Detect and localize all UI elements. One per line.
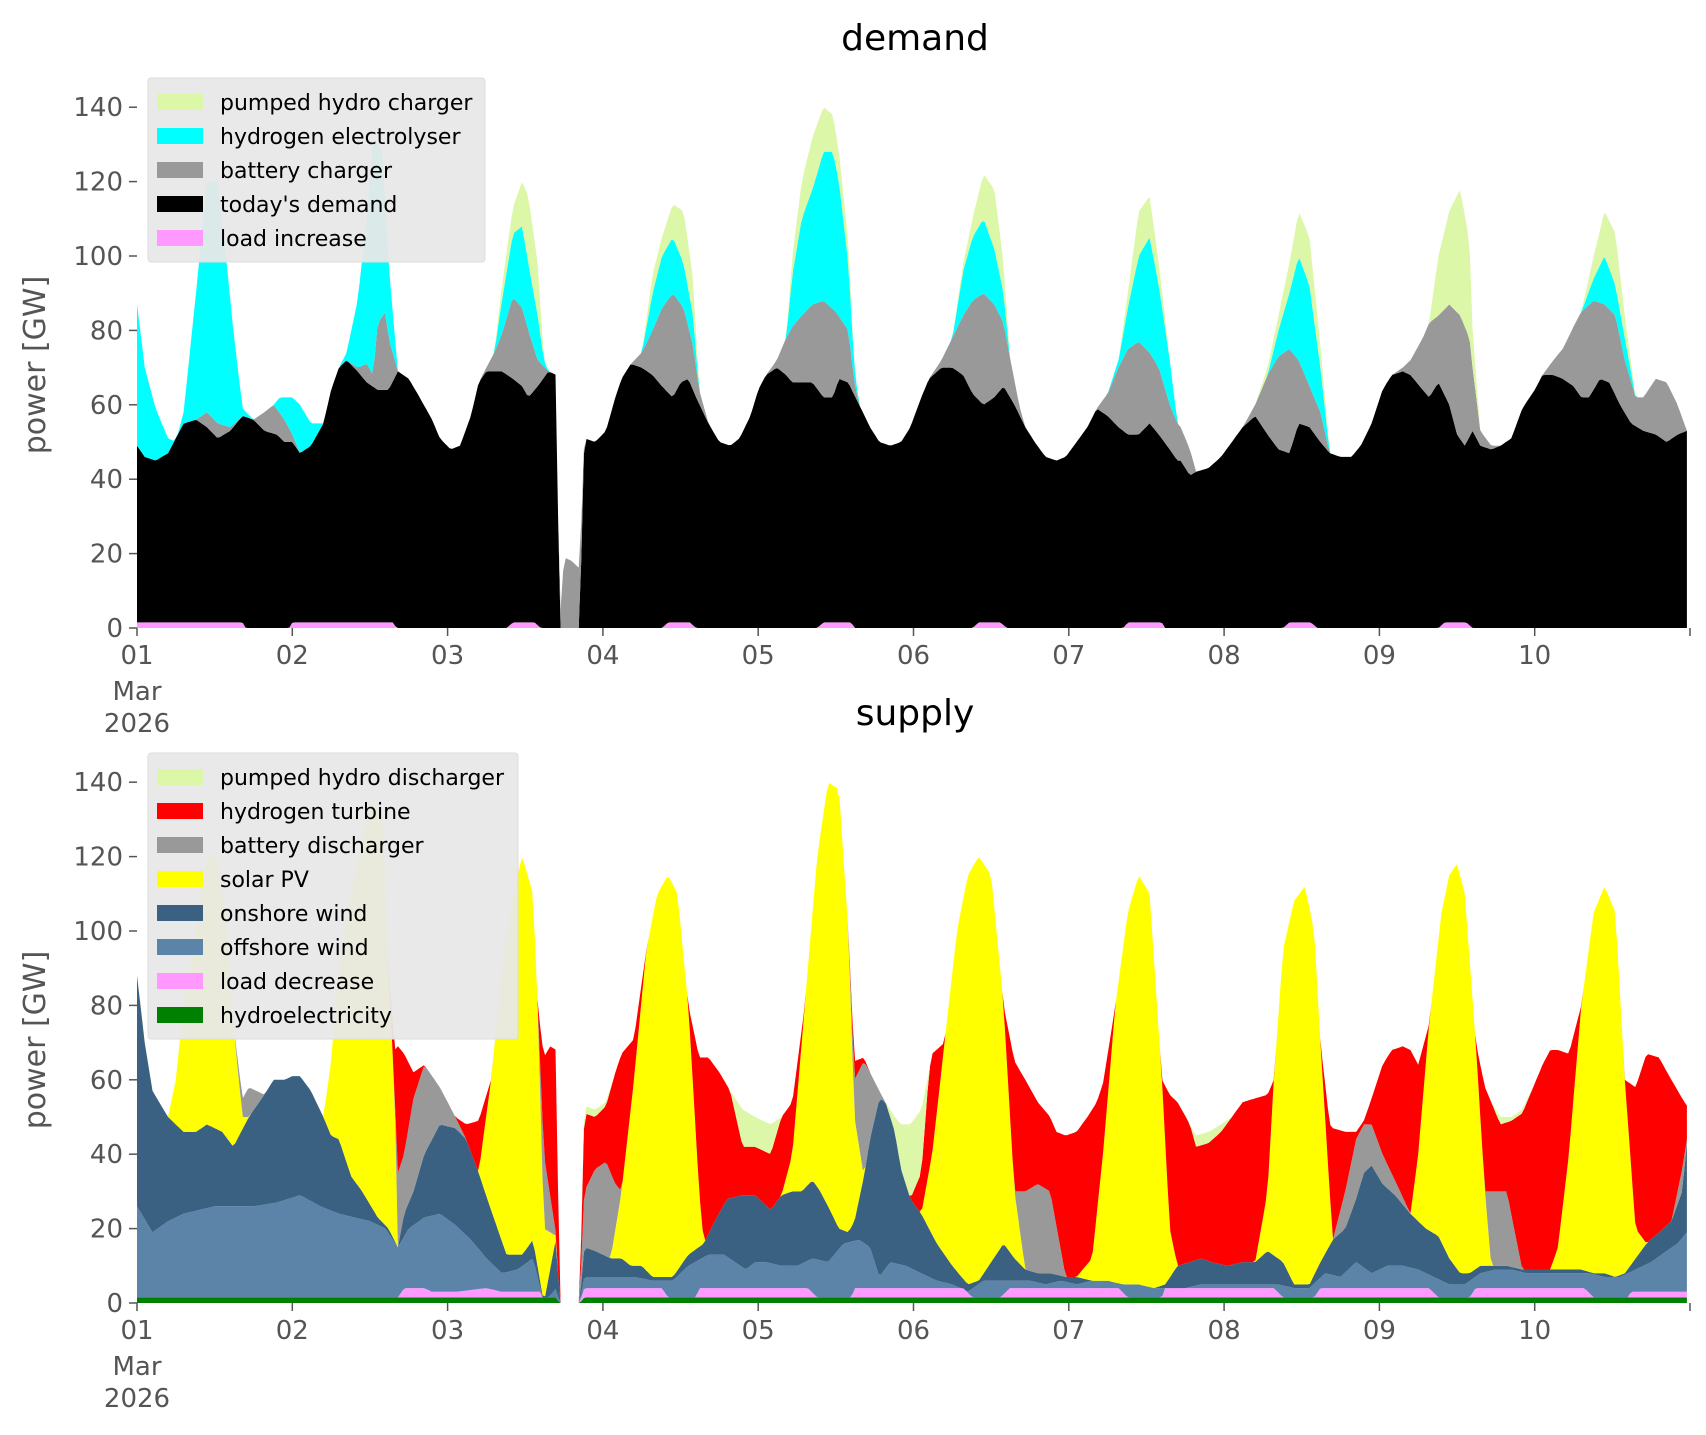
demand-legend-label-load-increase: load increase [220,227,367,252]
supply-x-tick-label: 10 [1518,1316,1551,1346]
demand-x-tick-label: 03 [431,641,464,671]
demand-legend-swatch-hydrogen-electrolyser [157,128,203,144]
demand-y-tick-label: 0 [106,614,123,644]
supply-x-tick-label: 08 [1208,1316,1241,1346]
demand-y-tick-label: 60 [90,391,123,421]
supply-legend-label-hydroelectricity: hydroelectricity [220,1004,392,1029]
supply-x-tick-label: 02 [276,1316,309,1346]
supply-legend-swatch-hydrogen-turbine [157,803,203,819]
supply-legend-swatch-onshore-wind [157,905,203,921]
demand-chart: demand power [GW] 0 20 40 60 80 100 120 140 01 02… [18,18,1691,739]
demand-area-pumped-hydro-charger [137,107,1687,610]
demand-chart-title: demand [841,18,989,59]
demand-y-tick-label: 20 [90,540,123,570]
demand-x-tick-label: 09 [1363,641,1396,671]
supply-y-tick-label: 0 [106,1289,123,1319]
supply-y-tick-label: 20 [90,1215,123,1245]
demand-area-load-increase [137,622,1687,628]
supply-legend-label-pumped-hydro-discharger: pumped hydro discharger [220,766,505,791]
supply-chart-title: supply [856,693,975,734]
demand-legend-label-battery-charger: battery charger [220,159,393,184]
supply-legend-label-solar-pv: solar PV [220,868,309,893]
supply-chart: supply power [GW] 0 20 40 60 80 100 120 140 01 02… [18,693,1691,1414]
supply-x-tick-label: 01 [120,1316,153,1346]
supply-y-tick-label: 40 [90,1140,123,1170]
demand-y-tick-label: 100 [73,242,123,272]
supply-axes: 0 20 40 60 80 100 120 140 01 02 03 04 05 06 07 08 09 10 Ma… [73,768,1691,1414]
supply-x-date-sublabel: Mar [112,1352,161,1382]
demand-legend-swatch-today-s-demand [157,196,203,212]
supply-area-hydrogen-turbine [137,783,1687,1303]
supply-legend-swatch-load-decrease [157,973,203,989]
supply-area-hydroelectricity [137,1297,1687,1303]
demand-legend-label-pumped-hydro-charger: pumped hydro charger [220,91,473,116]
supply-legend-swatch-solar-pv [157,871,203,887]
supply-y-axis-label: power [GW] [18,951,53,1130]
supply-x-tick-label: 04 [586,1316,619,1346]
demand-legend-swatch-pumped-hydro-charger [157,94,203,110]
demand-y-tick-label: 40 [90,465,123,495]
supply-x-tick-label: 06 [897,1316,930,1346]
demand-x-tick-label: 01 [120,641,153,671]
supply-area-solar-pv [137,783,1687,1303]
demand-x-date-sublabel: 2026 [104,709,170,739]
demand-legend: pumped hydro charger hydrogen electrolyse… [147,77,486,263]
supply-legend-box [147,752,519,1040]
supply-legend-label-hydrogen-turbine: hydrogen turbine [220,800,411,825]
demand-x-tick-label: 08 [1208,641,1241,671]
demand-x-tick-label: 05 [742,641,775,671]
demand-area-battery-charger [137,294,1687,628]
supply-x-tick-label: 03 [431,1316,464,1346]
supply-areas [137,783,1687,1303]
demand-area-hydrogen-electrolyser [137,139,1687,610]
demand-legend-swatch-battery-charger [157,162,203,178]
demand-x-tick-label: 06 [897,641,930,671]
supply-area-load-decrease [137,1288,1687,1303]
demand-legend-box [147,77,486,263]
demand-area-today-s-demand [137,360,1687,628]
supply-y-tick-label: 80 [90,991,123,1021]
supply-y-tick-label: 100 [73,917,123,947]
supply-y-tick-label: 60 [90,1066,123,1096]
supply-y-tick-label: 140 [73,768,123,798]
demand-y-axis-label: power [GW] [18,276,53,455]
supply-x-tick-label: 07 [1052,1316,1085,1346]
demand-x-tick-label: 02 [276,641,309,671]
supply-legend-label-battery-discharger: battery discharger [220,834,425,859]
supply-area-onshore-wind [137,975,1687,1303]
demand-y-tick-label: 80 [90,316,123,346]
supply-x-date-sublabel: 2026 [104,1384,170,1414]
supply-legend: pumped hydro discharger hydrogen turbine b… [147,752,519,1040]
demand-legend-swatch-load-increase [157,230,203,246]
supply-y-tick-label: 120 [73,843,123,873]
demand-x-tick-label: 10 [1518,641,1551,671]
demand-y-tick-label: 140 [73,93,123,123]
supply-legend-label-offshore-wind: offshore wind [220,936,369,961]
supply-legend-label-onshore-wind: onshore wind [220,902,367,927]
supply-legend-swatch-pumped-hydro-discharger [157,769,203,785]
supply-x-tick-label: 05 [742,1316,775,1346]
supply-area-offshore-wind [137,1195,1687,1303]
demand-legend-label-hydrogen-electrolyser: hydrogen electrolyser [220,125,461,150]
demand-x-date-sublabel: Mar [112,677,161,707]
supply-legend-swatch-hydroelectricity [157,1007,203,1023]
demand-axes: 0 20 40 60 80 100 120 140 01 02 03 04 05 06 07 08 09 10 Ma… [73,93,1691,739]
demand-areas [137,107,1687,628]
supply-legend-label-load-decrease: load decrease [220,970,374,995]
demand-y-tick-label: 120 [73,168,123,198]
supply-legend-swatch-offshore-wind [157,939,203,955]
supply-legend-swatch-battery-discharger [157,837,203,853]
demand-x-tick-label: 07 [1052,641,1085,671]
demand-legend-label-today-s-demand: today's demand [220,193,397,218]
demand-x-tick-label: 04 [586,641,619,671]
supply-x-tick-label: 09 [1363,1316,1396,1346]
